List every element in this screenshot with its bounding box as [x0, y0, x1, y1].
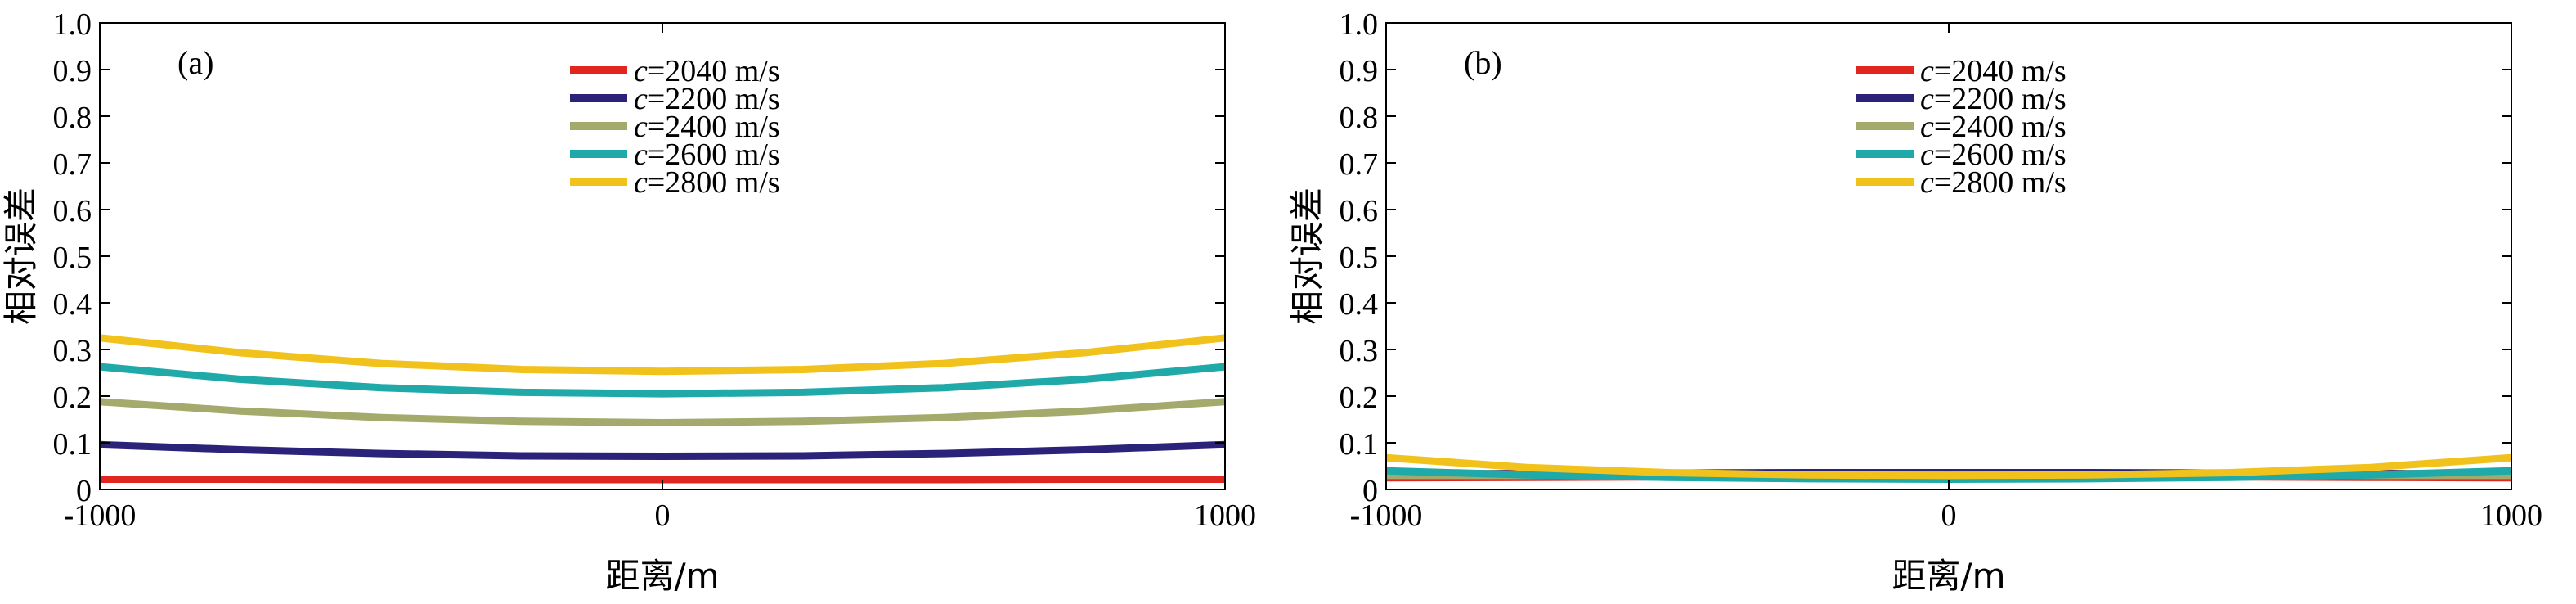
y-tick-label: 1.0 [1340, 7, 1379, 42]
legend-entry-name: =2800 m/s [1934, 165, 2067, 200]
y-tick-label: 0.3 [1340, 334, 1379, 368]
legend-entry-prefix: c [634, 110, 648, 144]
y-tick-label: 0.6 [1340, 194, 1379, 228]
y-tick-label: 0.3 [53, 334, 92, 368]
legend-entry-1: c=2040 m/s [634, 54, 780, 88]
legend-entry-prefix: c [1920, 82, 1934, 116]
legend-entry-name: =2040 m/s [1934, 54, 2067, 88]
legend-entry-1: c=2040 m/s [1920, 54, 2067, 88]
y-tick-label: 0.7 [1340, 147, 1379, 182]
panel-label: (a) [177, 44, 213, 81]
y-tick-label: 0.1 [53, 427, 92, 462]
x-tick-label: 0 [655, 498, 671, 533]
x-tick-label: -1000 [1350, 498, 1423, 533]
legend-entry-name: =2600 m/s [1934, 137, 2067, 172]
series-line-4 [99, 363, 1226, 398]
legend-entry-5: c=2800 m/s [1920, 165, 2067, 200]
y-tick-label: 0.5 [53, 241, 92, 275]
legend-entry-3: c=2400 m/s [1920, 110, 2067, 144]
legend-entry-name: =2400 m/s [1934, 110, 2067, 144]
legend-entry-name: =2200 m/s [648, 82, 780, 116]
legend-entry-prefix: c [634, 165, 648, 200]
legend-entry-prefix: c [1920, 110, 1934, 144]
x-axis-label: 距离/m [605, 556, 719, 596]
y-tick-label: 0 [1362, 474, 1378, 508]
y-tick-label: 1.0 [53, 7, 92, 42]
y-axis-label: 相对误差 [1, 187, 41, 325]
y-tick-label: 0.2 [1340, 381, 1379, 415]
legend-entry-name: =2400 m/s [648, 110, 780, 144]
legend-entry-name: =2800 m/s [648, 165, 780, 200]
y-axis-label: 相对误差 [1287, 187, 1327, 325]
legend-entry-prefix: c [1920, 165, 1934, 200]
y-tick-label: 0.1 [1340, 427, 1379, 462]
y-tick-label: 0.7 [53, 147, 92, 182]
panel-label: (b) [1464, 44, 1502, 81]
series-line-4 [1385, 467, 2512, 483]
y-tick-label: 0.4 [53, 287, 92, 322]
series-line-5 [1385, 453, 2512, 480]
series-line-2 [99, 440, 1226, 460]
legend-entry-prefix: c [1920, 137, 1934, 172]
y-tick-label: 0.2 [53, 381, 92, 415]
legend-entry-4: c=2600 m/s [634, 137, 780, 172]
x-tick-label: 1000 [2480, 498, 2542, 533]
legend-entry-2: c=2200 m/s [634, 82, 780, 116]
x-tick-label: 1000 [1194, 498, 1256, 533]
y-tick-label: 0.9 [53, 54, 92, 88]
y-tick-label: 0.6 [53, 194, 92, 228]
legend-entry-prefix: c [634, 137, 648, 172]
y-tick-label: 0.8 [1340, 101, 1379, 135]
legend-entry-prefix: c [634, 54, 648, 88]
legend-entry-prefix: c [1920, 54, 1934, 88]
legend-entry-name: =2200 m/s [1934, 82, 2067, 116]
chart-panel-a: 00.10.20.30.40.50.60.70.80.91.0-1000 0 100… [1, 7, 1256, 596]
y-tick-label: 0.5 [1340, 241, 1379, 275]
x-axis-label: 距离/m [1892, 556, 2005, 596]
y-tick-label: 0.8 [53, 101, 92, 135]
legend-entry-prefix: c [634, 82, 648, 116]
x-tick-label: -1000 [64, 498, 137, 533]
y-tick-label: 0.4 [1340, 287, 1379, 322]
legend-entry-name: =2600 m/s [648, 137, 780, 172]
legend-entry-3: c=2400 m/s [634, 110, 780, 144]
chart-panel-b: 00.10.20.30.40.50.60.70.80.91.0-1000 0 100… [1287, 7, 2542, 596]
legend-entry-5: c=2800 m/s [634, 165, 780, 200]
y-tick-label: 0 [76, 474, 92, 508]
y-tick-label: 0.9 [1340, 54, 1379, 88]
legend-entry-2: c=2200 m/s [1920, 82, 2067, 116]
legend-entry-4: c=2600 m/s [1920, 137, 2067, 172]
legend-entry-name: =2040 m/s [648, 54, 780, 88]
series-line-5 [99, 334, 1226, 376]
x-tick-label: 0 [1941, 498, 1957, 533]
series-line-3 [99, 398, 1226, 426]
